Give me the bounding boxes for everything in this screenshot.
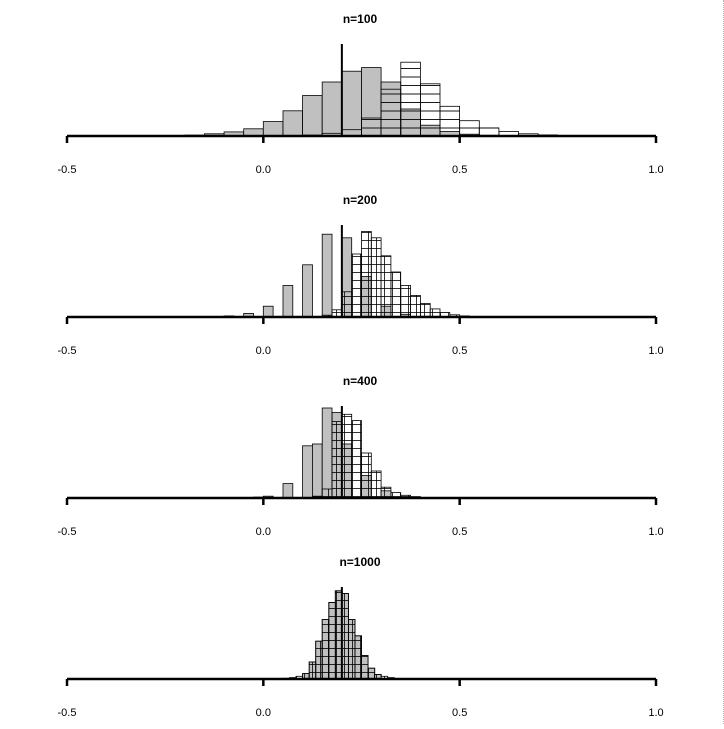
histogram-bar-gray [322,234,332,317]
histogram-bar-hatched [420,84,440,136]
histogram-bar-gray [303,265,313,317]
histogram-panel: -0.5 0.0 0.5 1.0 n=1000 [58,555,664,719]
histogram-bar-hatched [371,471,381,498]
histogram-bar-hatched [368,668,375,679]
x-tick-label: 0.5 [452,164,467,176]
window-edge [718,0,724,724]
x-tick-label: 0.0 [256,345,271,357]
histogram-bar-hatched [355,636,362,679]
histogram-bar-hatched [391,272,401,317]
histogram-bar-gray [322,82,342,136]
x-tick-label: 0.0 [256,164,271,176]
histogram-bar-gray [283,484,293,498]
histogram-bar-hatched [381,89,401,136]
x-tick-label: 1.0 [648,164,663,176]
x-tick-label: 0.5 [452,345,467,357]
x-tick-label: 1.0 [648,345,663,357]
x-tick-label: 0.5 [452,526,467,538]
histogram-panel: -0.5 0.0 0.5 1.0 n=400 [58,374,664,538]
histogram-bar-hatched [329,603,336,680]
x-tick-label: 0.5 [452,707,467,719]
histogram-bar-hatched [322,489,332,498]
x-tick-label: -0.5 [58,526,77,538]
histogram-bar-hatched [332,422,342,499]
histogram-bar-hatched [362,118,382,136]
histogram-bar-hatched [342,594,349,680]
x-tick-label: -0.5 [58,164,77,176]
panel-title: n=1000 [339,555,380,569]
histogram-bar-hatched [420,304,430,318]
panel-title: n=200 [343,193,378,207]
histogram-bar-hatched [352,421,362,498]
histogram-bar-gray [303,446,313,498]
histogram-bar-hatched [342,414,352,498]
histogram-bar-gray [283,286,293,318]
histogram-bar-hatched [411,295,421,317]
histogram-bar-hatched [362,453,372,498]
histogram-bar-hatched [401,286,411,318]
histogram-bar-hatched [348,620,355,679]
histogram-bar-gray [303,96,323,137]
histogram-bar-hatched [352,254,362,317]
x-tick-label: -0.5 [58,345,77,357]
histogram-bar-hatched [401,62,421,136]
histogram-bar-gray [263,306,273,317]
histogram-bar-hatched [316,641,323,679]
x-tick-label: 1.0 [648,526,663,538]
histogram-bar-gray [342,71,362,136]
histogram-bar-hatched [342,292,352,317]
histogram-bar-hatched [362,656,369,679]
histogram-panel: -0.5 0.0 0.5 1.0 n=200 [58,193,664,357]
x-tick-label: -0.5 [58,707,77,719]
histogram-panel: -0.5 0.0 0.5 1.0 n=100 [58,12,664,176]
histogram-bar-hatched [362,232,372,318]
panel-title: n=400 [343,374,378,388]
histogram-bar-hatched [460,121,480,136]
histogram-bar-hatched [440,106,460,136]
panel-title: n=100 [343,12,378,26]
histogram-bar-hatched [381,256,391,317]
histogram-bar-gray [283,111,303,136]
histogram-bar-gray [322,408,332,498]
x-tick-label: 0.0 [256,707,271,719]
histogram-bar-hatched [371,238,381,317]
x-tick-label: 1.0 [648,707,663,719]
histogram-bar-hatched [381,487,391,498]
x-tick-label: 0.0 [256,526,271,538]
histogram-bar-hatched [322,620,329,679]
histogram-bar-gray [263,122,283,136]
histogram-bar-hatched [309,662,316,679]
histogram-bar-gray [312,444,322,498]
